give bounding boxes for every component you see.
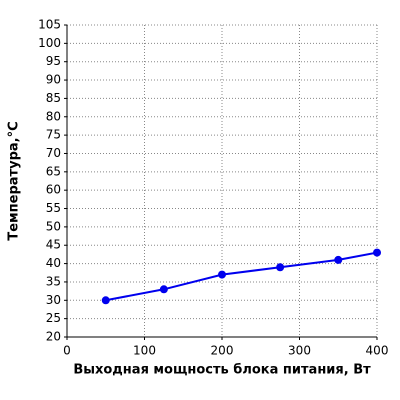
x-tick-label: 100 (133, 344, 156, 358)
y-axis-title: Температура,°C (7, 121, 22, 240)
y-tick-label: 20 (46, 330, 61, 344)
y-tick-label: 25 (46, 311, 61, 325)
line (105, 251, 378, 302)
point (373, 248, 381, 257)
point (276, 263, 285, 272)
x-tick-label: 400 (366, 344, 389, 358)
point (218, 270, 226, 279)
point (101, 296, 110, 305)
y-tick-label: 85 (46, 91, 61, 105)
x-tick-label: 300 (288, 344, 311, 358)
y-tick-label: 100 (38, 36, 61, 50)
y-tick-label: 80 (46, 109, 61, 123)
y-tick-label: 60 (46, 183, 61, 197)
y-tick-label: 50 (46, 219, 61, 233)
y-tick-label: 70 (46, 146, 61, 160)
point (334, 255, 343, 264)
y-tick-label: 95 (46, 54, 61, 68)
y-tick-label: 30 (46, 293, 61, 307)
y-tick-label: 65 (46, 164, 61, 178)
x-tick-label: 200 (211, 344, 234, 358)
y-tick-label: 55 (46, 201, 61, 215)
y-tick-label: 75 (46, 128, 61, 142)
x-axis-title: Выходная мощность блока питания, Вт (73, 363, 371, 378)
y-tick-label: 45 (46, 238, 61, 252)
point (159, 285, 168, 294)
x-tick-label: 0 (63, 344, 71, 358)
y-tick-label: 40 (46, 256, 61, 270)
y-tick-label: 35 (46, 274, 61, 288)
y-tick-label: 90 (46, 73, 61, 87)
y-tick-label: 105 (38, 18, 61, 32)
